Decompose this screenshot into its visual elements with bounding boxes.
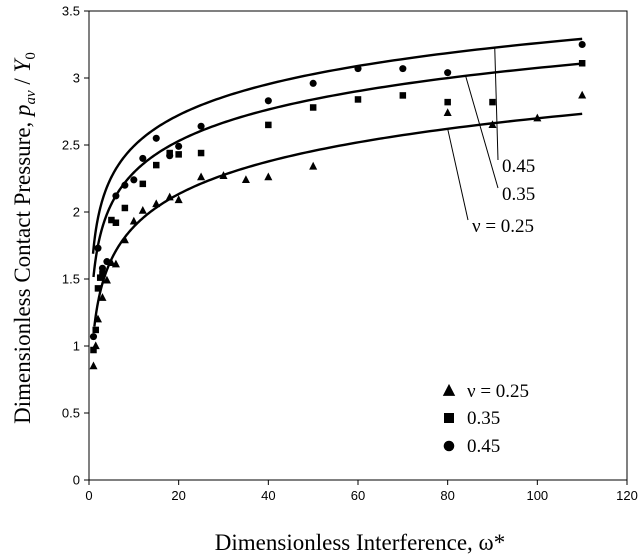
y-tick-label: 1 [73, 339, 80, 354]
square-point [96, 274, 104, 281]
y-tick-label: 1.5 [62, 272, 80, 287]
circle-point [139, 154, 147, 162]
x-tick-label: 120 [616, 488, 638, 503]
square-point [99, 270, 106, 277]
square-point [197, 149, 205, 157]
circle-point [112, 192, 120, 200]
square-point [399, 92, 407, 99]
square-point [444, 98, 451, 106]
legend-triangle-marker [442, 383, 456, 396]
triangle-point [89, 361, 98, 370]
square-point [121, 204, 129, 212]
x-tick-label: 80 [440, 488, 454, 503]
square-point [94, 285, 102, 292]
triangle-point [174, 195, 183, 204]
square-point [139, 180, 147, 188]
square-point [112, 219, 120, 226]
curve-label: 0.35 [502, 184, 535, 205]
x-tick-label: 100 [526, 488, 548, 503]
curve-label: 0.45 [502, 156, 535, 177]
square-point [489, 98, 496, 106]
circle-point [197, 122, 205, 130]
triangle-point [578, 90, 587, 99]
triangle-point [129, 216, 138, 225]
triangle-point [152, 199, 161, 208]
circle-point [309, 79, 317, 87]
triangle-point [309, 161, 318, 170]
circle-point [103, 258, 111, 266]
square-point [354, 96, 362, 103]
circle-point [578, 40, 586, 49]
fit-curve-035 [92, 62, 583, 278]
curve-annotations: 0.45 0.35 ν = 0.25 [447, 47, 535, 237]
circle-point [130, 176, 138, 184]
y-tick-label: 2 [73, 205, 80, 220]
y-tick-label: 0.5 [62, 406, 80, 421]
circle-point [399, 65, 407, 73]
x-tick-label: 20 [171, 488, 185, 503]
circle-point [175, 142, 183, 150]
y-tick-label: 3.5 [62, 4, 80, 19]
square-point [309, 104, 317, 111]
data-markers [89, 40, 587, 370]
square-point [153, 161, 160, 169]
triangle-point [488, 120, 497, 129]
annotation-leader-line [494, 47, 499, 161]
y-axis-title: Dimensionless Contact Pressure, pav / Y0 [10, 52, 39, 424]
triangle-point [219, 171, 228, 179]
fit-curves [91, 37, 583, 327]
legend-label: 0.35 [467, 408, 500, 429]
circle-point [98, 264, 106, 272]
square-point [175, 151, 182, 158]
fit-curve-045 [91, 37, 583, 254]
square-point [92, 326, 99, 334]
square-point [108, 216, 115, 224]
triangle-point [443, 108, 452, 116]
triangle-point [264, 172, 273, 181]
legend-square-marker [444, 413, 454, 423]
triangle-point [197, 172, 206, 181]
plot-frame [88, 10, 628, 481]
curve-label: ν = 0.25 [472, 216, 534, 237]
circle-point [166, 152, 174, 160]
circle-point [152, 134, 160, 142]
circle-point [121, 181, 129, 189]
legend-label: 0.45 [467, 436, 500, 457]
triangle-point [165, 192, 174, 201]
x-axis-title: Dimensionless Interference, ω* [215, 530, 505, 555]
triangle-point [102, 275, 111, 284]
triangle-point [93, 314, 102, 323]
triangle-point [533, 113, 542, 122]
x-tick-label: 40 [261, 488, 275, 503]
y-tick-label: 2.5 [62, 138, 80, 153]
annotation-leader-line [447, 128, 469, 221]
y-tick-label: 0 [73, 473, 80, 488]
legend-label: ν = 0.25 [467, 381, 529, 402]
triangle-point [98, 293, 107, 301]
circle-point [354, 65, 362, 73]
legend-circle-marker [443, 440, 455, 452]
triangle-point [138, 206, 147, 214]
y-axis-ticks: 0 0.5 1 1.5 2 2.5 3 3.5 [62, 4, 89, 488]
y-tick-label: 3 [73, 71, 80, 86]
x-tick-label: 60 [351, 488, 365, 503]
plot-area-border [88, 10, 628, 481]
square-point [578, 60, 586, 67]
circle-point [444, 69, 452, 77]
square-point [90, 346, 97, 354]
legend: ν = 0.25 0.35 0.45 [442, 381, 529, 457]
circle-point [89, 333, 98, 341]
x-tick-label: 0 [85, 488, 92, 503]
triangle-point [111, 259, 120, 268]
circle-point [94, 244, 102, 252]
triangle-point [120, 235, 129, 244]
x-axis-ticks: 0 20 40 60 80 100 120 [85, 480, 638, 503]
triangle-point [241, 175, 250, 183]
circle-point [264, 97, 272, 105]
annotation-leader-line [465, 75, 499, 189]
square-point [265, 121, 272, 129]
